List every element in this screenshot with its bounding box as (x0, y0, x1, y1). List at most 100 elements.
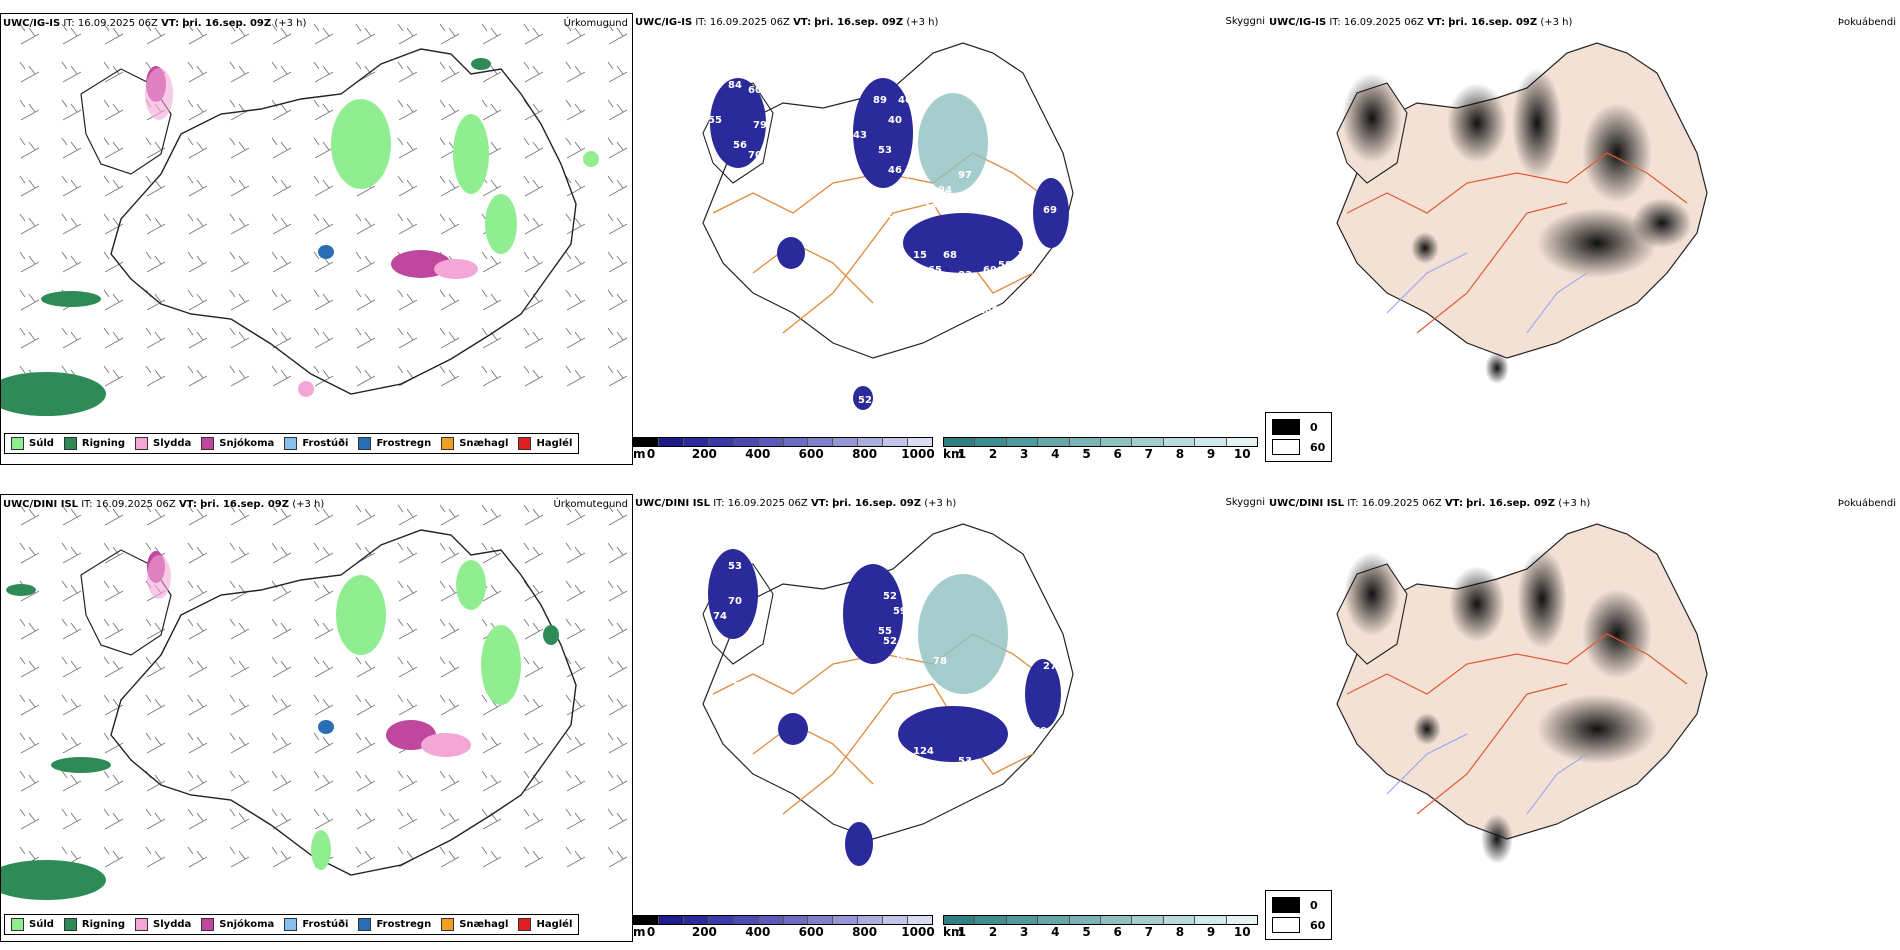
visibility-value-label: 116 (758, 646, 779, 657)
wind-barb (61, 504, 82, 526)
colorbar-cell (1226, 916, 1258, 924)
colorbar-tick-label: 400 (745, 925, 771, 939)
visibility-value-label: 66 (758, 165, 772, 176)
visibility-value-label: 53 (958, 756, 972, 767)
visibility-unit: km (943, 925, 964, 939)
colorbar-tick-label: 5 (1082, 925, 1091, 939)
height-colorbar-labels: m 0 200 400 600 800 1000 (633, 447, 935, 461)
legend-swatch (441, 918, 455, 931)
colorbar-tick-label: 800 (852, 447, 878, 461)
visibility-colorbar-labels: km 1 2 3 4 5 6 7 8 9 10 (943, 447, 1258, 461)
wind-barb (187, 365, 208, 387)
wind-barb (607, 846, 628, 868)
wind-barb (481, 251, 502, 273)
wind-barb (229, 656, 250, 678)
wind-barb (271, 732, 292, 754)
wind-barb (145, 656, 166, 678)
colorbar-tick-label: 600 (798, 447, 824, 461)
wind-barb (313, 327, 334, 349)
legend-swatch (441, 437, 455, 450)
wind-barb (439, 770, 460, 792)
wind-barb (565, 23, 586, 45)
fog-legend-swatch-dark (1272, 419, 1300, 435)
visibility-value-label: 60 (748, 85, 762, 96)
visibility-value-label: 94 (938, 185, 952, 196)
wind-barb (229, 213, 250, 235)
wind-barb (397, 213, 418, 235)
wind-barb (313, 542, 334, 564)
visibility-value-label: 86 (1033, 641, 1047, 652)
height-colorbar-strip (633, 437, 933, 447)
visibility-colorbar-top: km 1 2 3 4 5 6 7 8 9 10 (943, 437, 1258, 461)
wind-barb (145, 213, 166, 235)
wind-barb (187, 542, 208, 564)
legend-item-frostudi: Frostúði (284, 437, 348, 450)
wind-barb (313, 770, 334, 792)
wind-barb (355, 542, 376, 564)
wind-barb (187, 251, 208, 273)
colorbar-cell (1132, 438, 1164, 446)
wind-barb (313, 504, 334, 526)
wind-barb (103, 504, 124, 526)
wind-barb (145, 808, 166, 830)
colorbar-cell (808, 916, 834, 924)
colorbar-tick-label: 800 (852, 925, 878, 939)
legend-item-slydda: Slydda (135, 918, 191, 931)
colorbar-cell (1163, 916, 1196, 924)
visibility-value-label: 97 (958, 170, 972, 181)
wind-barb (355, 289, 376, 311)
colorbar-cell (783, 916, 809, 924)
legend-swatch (518, 918, 532, 931)
wind-barb (523, 61, 544, 83)
visibility-value-label: 52 (993, 751, 1007, 762)
visibility-value-label: 110 (768, 656, 789, 667)
wind-barb (229, 327, 250, 349)
wind-barb (313, 99, 334, 121)
visibility-value-label: 31 (1008, 636, 1022, 647)
colorbar-tick-label: 2 (988, 447, 998, 461)
wind-barb (565, 213, 586, 235)
wind-barb (271, 365, 292, 387)
wind-barb (439, 23, 460, 45)
wind-barb (271, 137, 292, 159)
colorbar-tick-label: 10 (1233, 925, 1251, 939)
low-visibility-areas-top (710, 78, 1069, 410)
wind-barb (565, 504, 586, 526)
wind-barb (103, 694, 124, 716)
wind-barb (271, 327, 292, 349)
wind-barb (607, 289, 628, 311)
legend-item-snjokoma: Snjókoma (201, 437, 274, 450)
wind-barb (607, 175, 628, 197)
wind-barb (19, 618, 40, 640)
wind-barb (607, 618, 628, 640)
visibility-colorbar-bottom: km 1 2 3 4 5 6 7 8 9 10 (943, 915, 1258, 939)
height-unit: m (633, 925, 646, 939)
colorbar-tick-label: 0 (646, 925, 656, 939)
panel-title-vis-bottom: Skyggni (1225, 497, 1265, 508)
visibility-value-label: 68 (943, 250, 957, 261)
colorbar-cell (908, 916, 933, 924)
fog-legend-bottom: 0 60 (1265, 890, 1333, 940)
fog-legend-swatch-dark (1272, 897, 1300, 913)
visibility-value-label: 55 (708, 115, 722, 126)
legend-item-haglel: Haglél (518, 918, 572, 931)
wind-barb (313, 175, 334, 197)
legend-swatch (135, 918, 149, 931)
wind-barb (397, 846, 418, 868)
precip-blobs-top (1, 58, 599, 416)
wind-barb (439, 656, 460, 678)
wind-barb (355, 365, 376, 387)
wind-barb (481, 99, 502, 121)
colorbar-cell (1195, 438, 1227, 446)
colorbar-cell (634, 916, 659, 924)
legend-item-snjokoma: Snjókoma (201, 918, 274, 931)
wind-barb (61, 656, 82, 678)
wind-barb (397, 504, 418, 526)
legend-item-sudl: Súld (11, 437, 54, 450)
wind-barb (565, 656, 586, 678)
colorbar-cell (1038, 916, 1070, 924)
colorbar-cell (944, 916, 976, 924)
wind-barb (145, 694, 166, 716)
wind-barb (565, 289, 586, 311)
wind-barb (271, 251, 292, 273)
